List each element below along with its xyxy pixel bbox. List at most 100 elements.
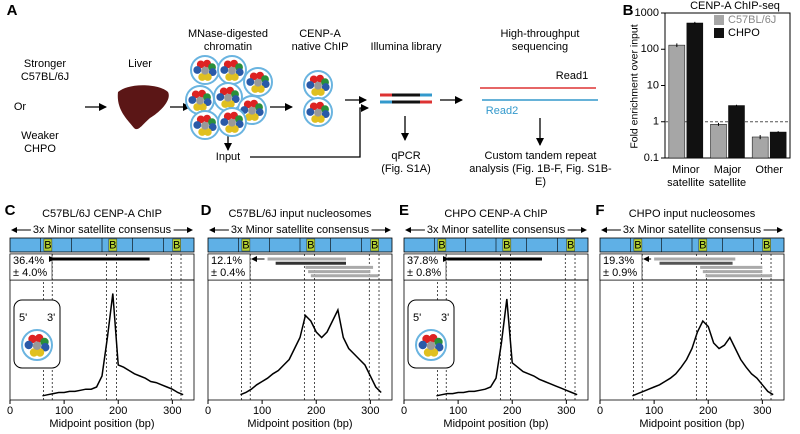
panel-label: F — [595, 202, 605, 219]
percent-box — [599, 253, 643, 281]
profile-line — [632, 319, 774, 397]
percent-error: ± 0.9% — [603, 267, 637, 279]
cenp-b-label: B — [242, 239, 249, 251]
histone-icon — [309, 75, 318, 84]
label-bg — [30, 223, 174, 236]
histone-icon — [249, 72, 258, 81]
histone-icon — [201, 121, 209, 130]
histone-icon — [231, 95, 240, 104]
histone-icon — [198, 128, 207, 136]
cenp-b-box — [108, 238, 118, 252]
cenp-b-label: B — [503, 239, 510, 251]
histone-icon — [243, 100, 252, 109]
consensus-label: 3x Minor satellite consensus — [33, 224, 172, 236]
consensus-label: 3x Minor satellite consensus — [623, 224, 762, 236]
histone-icon — [188, 96, 197, 104]
plot-frame — [207, 279, 393, 401]
histone-icon — [422, 334, 431, 344]
histone-icon — [24, 340, 33, 350]
cenp-b-label: B — [173, 239, 180, 251]
histone-icon — [261, 80, 270, 89]
bar — [728, 105, 745, 159]
panel-label: D — [200, 202, 212, 219]
histone-icon — [203, 128, 212, 136]
histone-icon — [230, 125, 239, 133]
histone-icon — [196, 115, 205, 124]
y-tick-label: 1 — [653, 116, 659, 128]
x-tick-label: 100 — [449, 405, 467, 417]
step-label: CENP-A native ChIP — [291, 28, 349, 53]
cenp-b-label: B — [567, 239, 574, 251]
histone-icon — [418, 340, 427, 350]
step-label: qPCR (Fig. S1A) — [381, 150, 431, 175]
step-label: MNase-digested chromatin — [187, 28, 269, 53]
x-axis-label: Midpoint position (bp) — [443, 418, 548, 430]
histone-icon — [41, 343, 50, 352]
histone-icon — [235, 68, 244, 77]
cenp-b-label: B — [109, 239, 116, 251]
cenp-b-box — [633, 238, 643, 252]
legend-label: CHPO — [728, 27, 760, 39]
percent-box — [403, 253, 447, 281]
plot-frame — [599, 279, 785, 401]
panel-label: B — [622, 2, 634, 19]
percent-box — [207, 253, 251, 281]
histone-icon — [191, 90, 200, 99]
liver-icon — [117, 85, 169, 130]
inset-label: 3' — [441, 312, 449, 324]
histone-icon — [316, 115, 325, 123]
histone-icon — [228, 66, 236, 75]
y-tick-label: 0.1 — [644, 152, 659, 164]
x-tick-label: 100 — [55, 405, 73, 417]
histone-icon — [208, 68, 217, 77]
step-label: Liver — [128, 58, 152, 70]
plot-frame — [9, 279, 195, 401]
histone-icon — [223, 112, 232, 121]
bar — [668, 44, 686, 159]
y-tick-label: 10 — [647, 79, 659, 91]
inset-label: 5' — [19, 312, 27, 324]
consensus-label: 3x Minor satellite consensus — [427, 224, 566, 236]
read-label: Read1 — [555, 70, 589, 82]
strain-label: Stronger C57BL/6J — [20, 58, 70, 83]
bar — [710, 124, 727, 159]
histone-icon — [224, 93, 232, 102]
cenp-b-box — [306, 238, 316, 252]
cenp-b-label: B — [634, 239, 641, 251]
histone-icon — [193, 103, 202, 111]
histone-icon — [321, 83, 330, 92]
inset-label: 5' — [413, 312, 421, 324]
x-tick-label: 300 — [557, 405, 575, 417]
y-tick-label: 1000 — [635, 7, 659, 19]
y-tick-label: 100 — [641, 43, 659, 55]
histone-icon — [208, 123, 217, 132]
histone-icon — [226, 100, 235, 108]
histone-icon — [201, 66, 209, 75]
panel-label: C — [4, 202, 16, 219]
read-label: Read2 — [485, 105, 519, 117]
histone-icon — [221, 100, 230, 108]
histone-icon — [203, 98, 212, 107]
legend-label: C57BL/6J — [728, 14, 776, 26]
step-label: Input — [215, 151, 241, 163]
histone-icon — [223, 60, 232, 69]
histone-icon — [245, 113, 254, 121]
histone-icon — [314, 81, 322, 90]
chart-title: CHPO input nucleosomes — [629, 208, 756, 220]
percent-error: ± 0.4% — [211, 267, 245, 279]
percent-label: 12.1% — [211, 255, 242, 267]
histone-icon — [314, 108, 322, 117]
step-label: Illumina library — [370, 41, 442, 53]
profile-line — [240, 307, 382, 396]
x-tick-label: 200 — [307, 405, 325, 417]
or-label: Or — [13, 101, 27, 113]
histone-icon — [423, 348, 433, 357]
histone-icon — [250, 113, 259, 121]
bar — [686, 22, 704, 159]
x-tick-label: 100 — [645, 405, 663, 417]
histone-icon — [198, 73, 207, 81]
histone-icon — [230, 73, 239, 81]
histone-icon — [311, 88, 320, 96]
histone-icon — [429, 348, 439, 357]
